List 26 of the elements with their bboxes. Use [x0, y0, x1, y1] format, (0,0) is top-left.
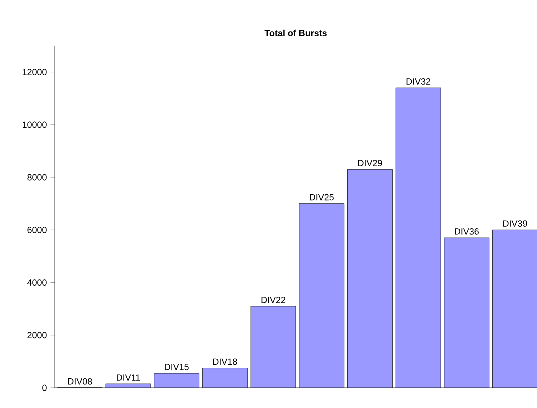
x-tick-label: DIV25: [310, 194, 334, 201]
x-tick-label: DIV22: [262, 296, 286, 304]
y-tick-label: 10000: [22, 122, 47, 128]
bar: [202, 368, 248, 388]
y-tick-label: 4000: [27, 280, 47, 286]
x-tick-label: DIV36: [455, 228, 479, 235]
bar: [348, 169, 393, 388]
y-tick-label: 6000: [28, 226, 47, 234]
x-tick-label: DIV18: [213, 358, 238, 366]
x-tick-label: DIV11: [117, 374, 140, 381]
x-tick-label: DIV39: [504, 220, 528, 227]
bar: [492, 230, 537, 388]
y-tick-label: 8000: [28, 174, 47, 181]
x-tick-label: DIV08: [68, 378, 92, 385]
bar: [299, 204, 345, 388]
bar: [444, 238, 490, 388]
y-tick-label: 2000: [28, 332, 47, 339]
bar: [396, 88, 442, 388]
x-tick-label: DIV29: [358, 160, 382, 166]
x-tick-label: DIV32: [406, 78, 431, 85]
y-tick-label: 12000: [22, 69, 47, 76]
x-tick-label: DIV15: [165, 364, 189, 370]
y-tick-label: 0: [42, 384, 47, 392]
bar: [154, 373, 200, 388]
bar: [250, 306, 296, 388]
chart-title: Total of Bursts: [264, 30, 327, 37]
